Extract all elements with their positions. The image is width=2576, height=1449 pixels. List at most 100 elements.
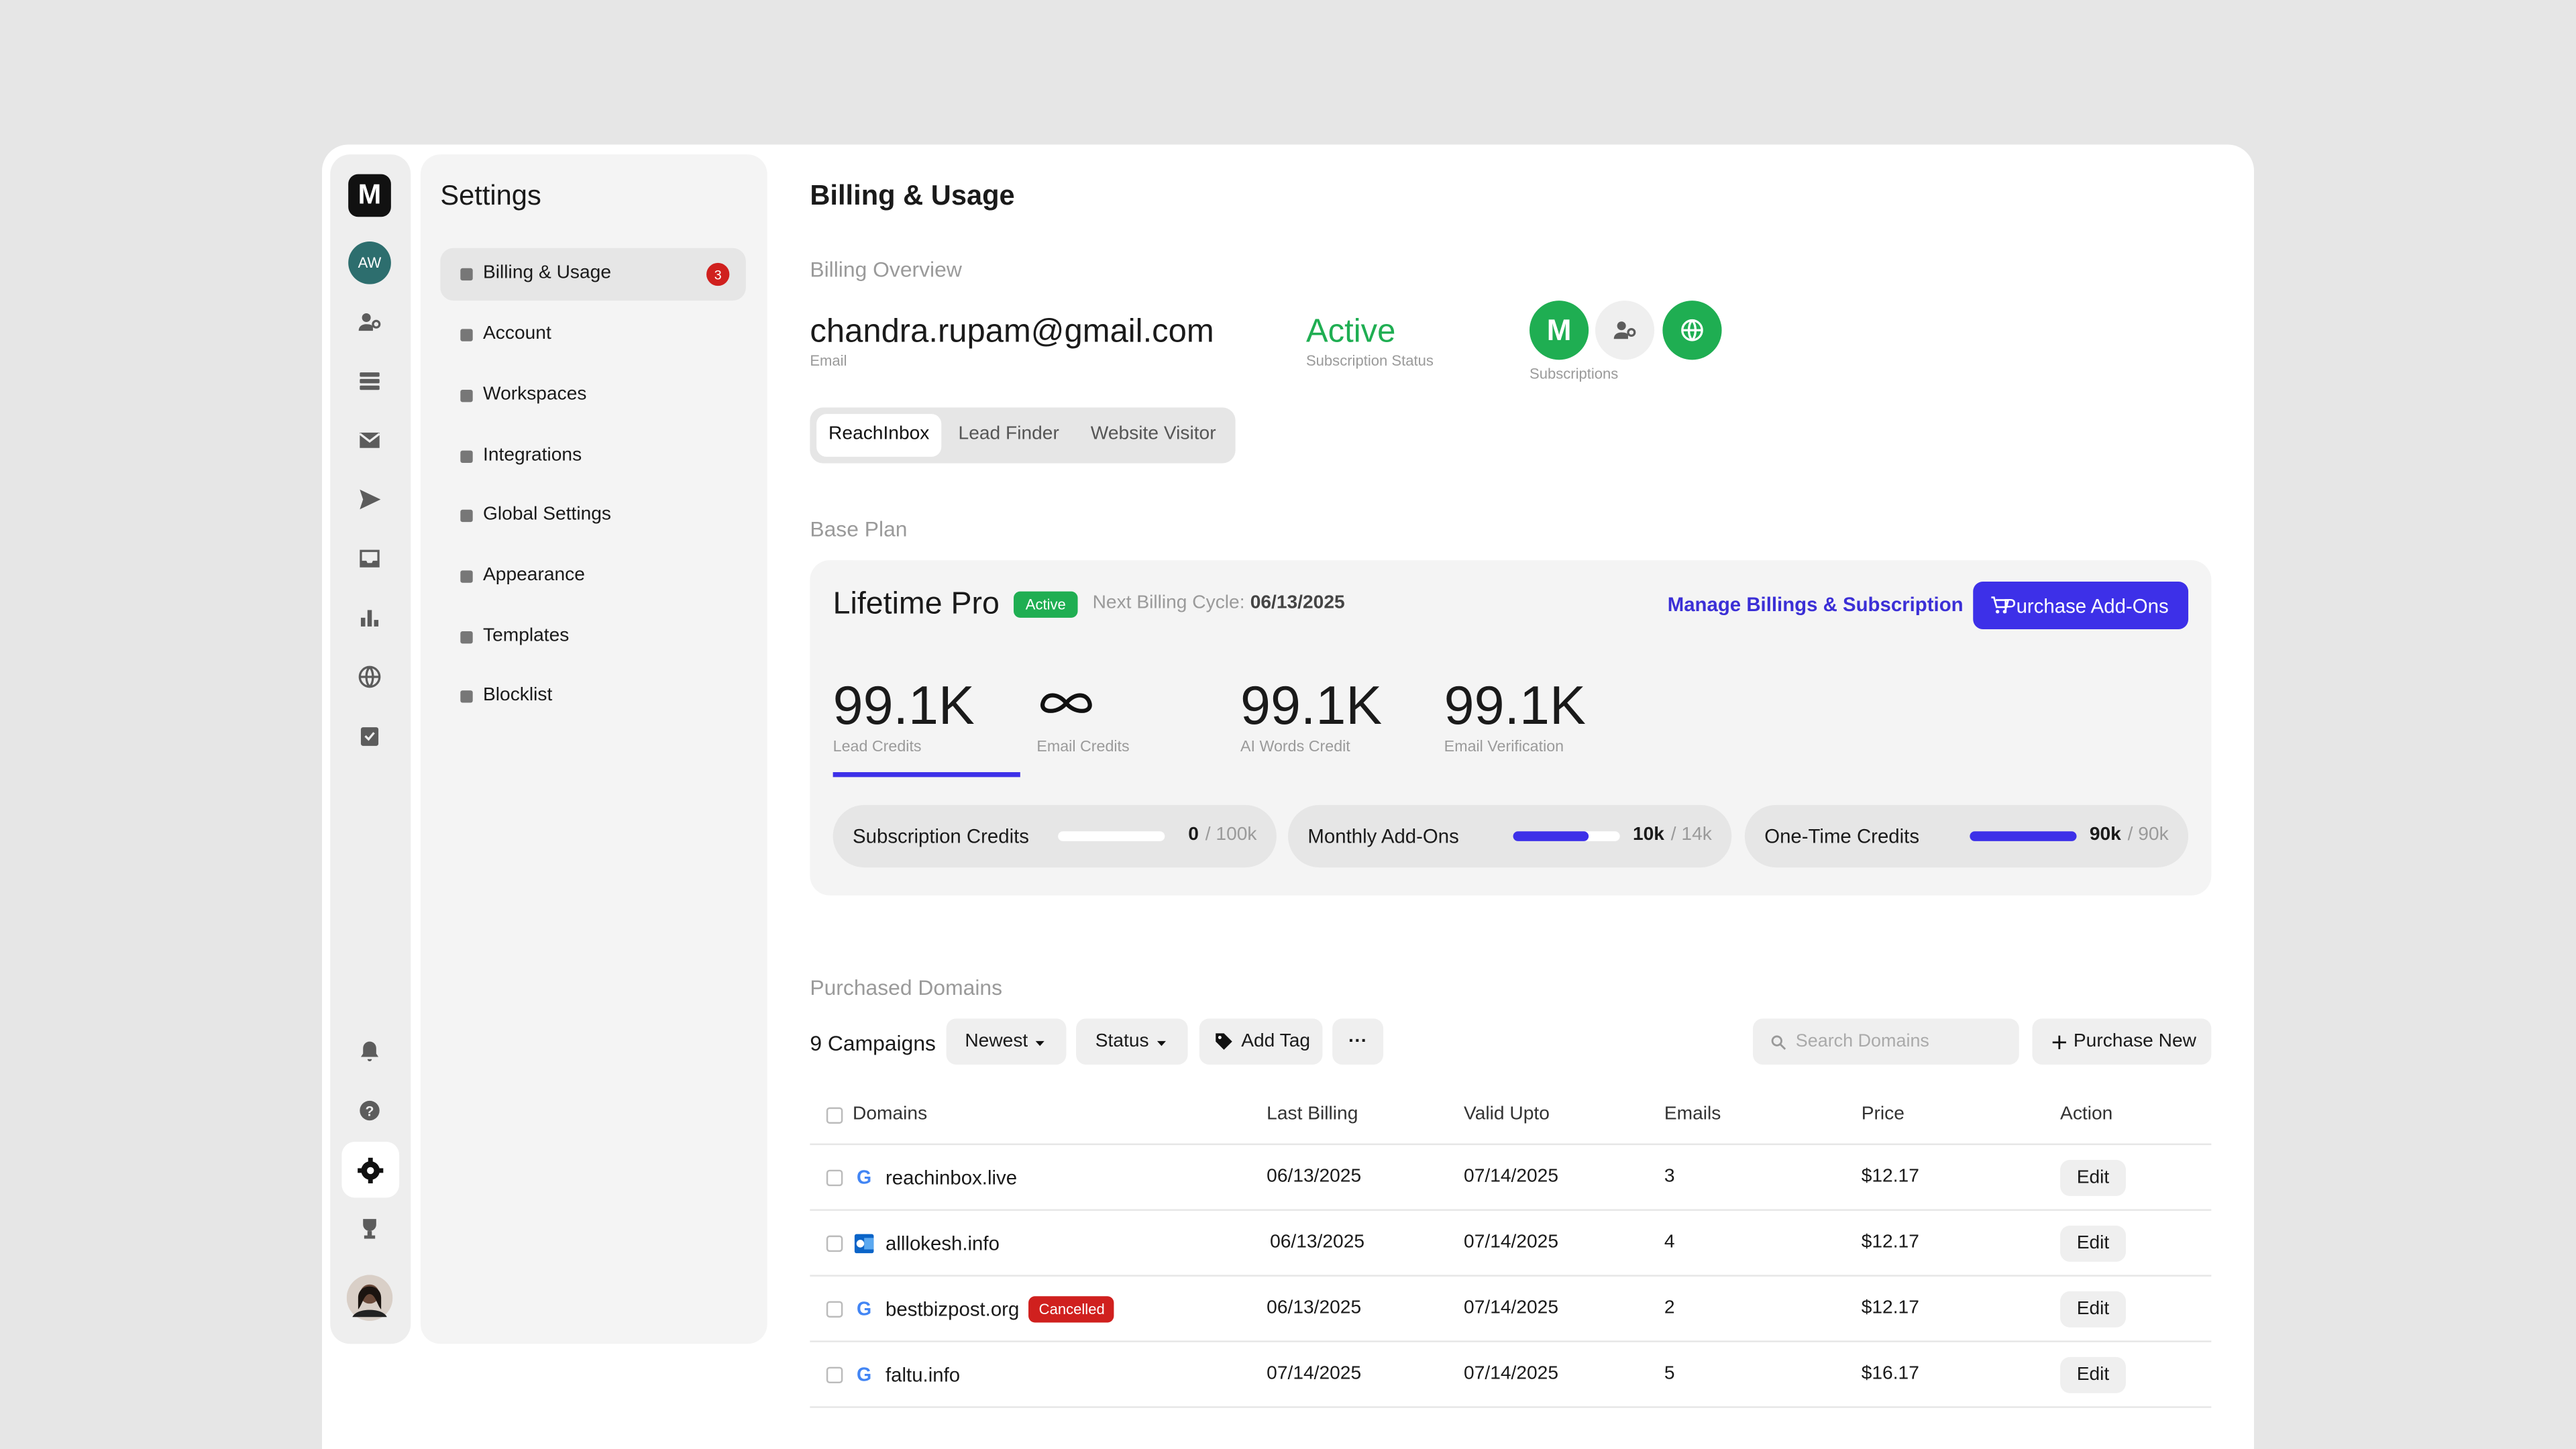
section-heading: Purchased Domains <box>810 975 1003 1000</box>
rail-icon[interactable] <box>356 1216 382 1242</box>
cancelled-badge: Cancelled <box>1028 1296 1115 1323</box>
last-billing: 07/14/2025 <box>1267 1364 1362 1384</box>
rail-icon[interactable]: ? <box>356 1097 382 1124</box>
provider-icon: G <box>857 1298 871 1320</box>
menu-item[interactable]: Blocklist <box>483 685 553 706</box>
stat-label: Lead Credits <box>833 738 922 757</box>
provider-icon: G <box>857 1364 871 1385</box>
rail-icon[interactable] <box>356 545 382 572</box>
settings-icon[interactable] <box>356 1156 384 1184</box>
domain: alllokesh.info <box>885 1232 1000 1256</box>
sub-web-icon <box>1681 319 1703 341</box>
row-divider <box>810 1406 2212 1408</box>
caret <box>1035 1040 1044 1046</box>
plan-name: Lifetime Pro <box>833 587 1000 622</box>
rail-icon[interactable] <box>356 1038 382 1065</box>
search-box[interactable]: Search Domains <box>1753 1018 2019 1065</box>
valid-upto: 07/14/2025 <box>1464 1364 1559 1384</box>
last-billing: 06/13/2025 <box>1267 1298 1362 1318</box>
menu-item[interactable]: Account <box>483 324 551 344</box>
billing-label: Next Billing Cycle: <box>1092 593 1245 614</box>
row-divider <box>810 1340 2212 1342</box>
menu-active-bg[interactable] <box>440 248 746 301</box>
menu-icon <box>460 509 473 523</box>
credit-pill <box>1744 805 2189 868</box>
last-billing: 06/13/2025 <box>1267 1167 1362 1187</box>
provider-icon <box>854 1234 874 1254</box>
credit-used: 90k <box>2089 825 2121 845</box>
settings-panel <box>420 154 767 1344</box>
tab[interactable]: ReachInbox <box>828 424 930 444</box>
status-label: Subscription Status <box>1305 352 1434 369</box>
checkbox[interactable] <box>826 1235 843 1252</box>
stat-underline <box>833 772 1020 777</box>
svg-text:G: G <box>857 1167 871 1189</box>
logo[interactable]: M <box>348 174 391 217</box>
stat-label: Email Verification <box>1444 738 1564 757</box>
rail-icon[interactable] <box>356 486 382 513</box>
avatar[interactable]: AW <box>348 241 391 284</box>
caret <box>1157 1040 1166 1046</box>
email: chandra.rupam@gmail.com <box>810 313 1214 350</box>
user-photo[interactable] <box>346 1275 393 1321</box>
menu-item[interactable]: Global Settings <box>483 504 612 525</box>
emails: 3 <box>1664 1167 1675 1187</box>
stat-value: 99.1K <box>1444 674 1586 735</box>
checkbox[interactable] <box>826 1107 843 1124</box>
provider-icon: G <box>857 1167 871 1189</box>
svg-text:G: G <box>857 1364 871 1385</box>
edit-button[interactable]: Edit <box>2060 1225 2127 1262</box>
edit-button[interactable]: Edit <box>2060 1159 2127 1196</box>
stat-value: 99.1K <box>1240 674 1383 735</box>
email-label: Email <box>810 352 847 369</box>
checkbox[interactable] <box>826 1169 843 1187</box>
campaign-count: 9 Campaigns <box>810 1030 936 1056</box>
rail-icon[interactable] <box>356 427 382 453</box>
more-button[interactable]: ··· <box>1332 1018 1384 1065</box>
rail-icon[interactable] <box>356 368 382 394</box>
filter-button[interactable]: Status <box>1076 1018 1188 1065</box>
price: $12.17 <box>1861 1232 1919 1252</box>
menu-icon <box>460 690 473 703</box>
menu-item[interactable]: Templates <box>483 626 570 647</box>
credit-total: / 100k <box>1205 825 1257 845</box>
sub-lead <box>1595 301 1655 360</box>
rail-icon[interactable] <box>356 604 382 631</box>
edit-button[interactable]: Edit <box>2060 1291 2127 1328</box>
rail-icon[interactable] <box>356 663 382 690</box>
menu-item[interactable]: Workspaces <box>483 384 587 405</box>
credit-label: One-Time Credits <box>1764 824 1920 848</box>
svg-text:?: ? <box>366 1104 374 1120</box>
tab-active[interactable] <box>816 414 942 457</box>
menu-item[interactable]: Billing & Usage <box>483 263 611 283</box>
checkbox[interactable] <box>826 1366 843 1384</box>
purchase-new-button[interactable]: Purchase New <box>2032 1018 2212 1065</box>
stat-value: 99.1K <box>833 674 975 735</box>
tab[interactable]: Lead Finder <box>958 424 1059 444</box>
tab[interactable]: Website Visitor <box>1090 424 1216 444</box>
subscriptions-label: Subscriptions <box>1529 365 1619 382</box>
menu-item[interactable]: Appearance <box>483 566 585 586</box>
edit-button[interactable]: Edit <box>2060 1356 2127 1393</box>
menu-item[interactable]: Integrations <box>483 445 582 466</box>
credit-fill <box>1970 831 2077 841</box>
checkbox[interactable] <box>826 1301 843 1318</box>
menu-icon <box>460 631 473 644</box>
credit-total: / 90k <box>2127 825 2169 845</box>
filter-button[interactable]: Newest <box>946 1018 1067 1065</box>
credit-pill <box>833 805 1277 868</box>
valid-upto: 07/14/2025 <box>1464 1298 1559 1318</box>
credit-label: Monthly Add-Ons <box>1307 824 1459 848</box>
sub-lead-icon <box>1613 321 1636 339</box>
rail-icon[interactable] <box>356 723 382 749</box>
rail-icon[interactable] <box>356 309 382 335</box>
credit-fill <box>1513 831 1590 841</box>
emails: 5 <box>1664 1364 1675 1384</box>
credit-label: Subscription Credits <box>853 824 1030 848</box>
manage-link[interactable]: Manage Billings & Subscription <box>1667 593 1964 616</box>
price: $12.17 <box>1861 1298 1919 1318</box>
purchase-button[interactable]: Purchase Add-Ons <box>1973 581 2189 629</box>
menu-icon <box>460 268 473 281</box>
cart-icon <box>1990 595 2009 613</box>
